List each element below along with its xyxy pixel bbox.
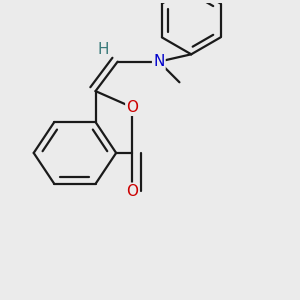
Text: O: O <box>126 184 138 199</box>
Text: O: O <box>126 100 138 115</box>
Text: N: N <box>153 54 164 69</box>
Text: H: H <box>97 42 109 57</box>
